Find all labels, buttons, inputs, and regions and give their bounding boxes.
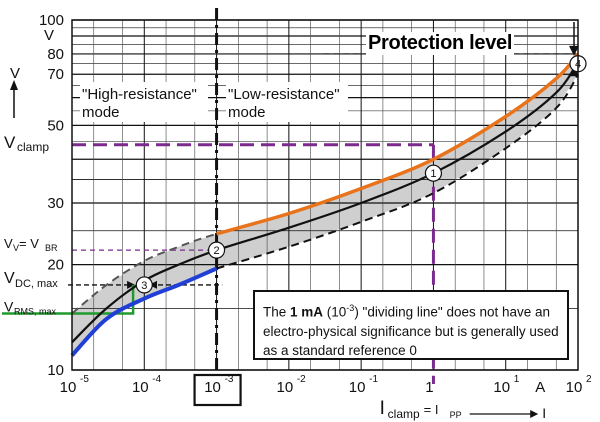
x-axis-title-rest: = I <box>424 402 439 417</box>
marker-label-3: 3 <box>141 280 147 292</box>
note-bold: 1 mA <box>290 304 324 320</box>
x-tick-label: 10 <box>204 379 221 396</box>
marker-1 <box>424 164 443 182</box>
marker-label-1: 1 <box>430 168 436 180</box>
v-clamp-sub: clamp <box>17 140 49 154</box>
v-rms-label: V <box>4 299 14 315</box>
v-dc-arrow-right <box>149 280 158 289</box>
x-tick-exponent: 2 <box>586 374 592 385</box>
x-tick-label: 10 <box>493 379 510 396</box>
y-unit-top: V <box>44 27 54 44</box>
v-dc-arrow <box>127 280 136 289</box>
note-pre: The <box>263 304 291 320</box>
note-rest: ) "dividing line" does not have an elect… <box>263 304 559 358</box>
y-tick-label: 10 <box>47 362 64 379</box>
v-br-sub2: BR <box>45 243 58 253</box>
series-upper <box>71 53 579 315</box>
x-tick-exponent: -2 <box>297 374 306 385</box>
axes <box>71 19 579 371</box>
x-tick-label: 1 <box>425 379 433 396</box>
arrow-down-head <box>569 45 579 56</box>
v-br-sub: V <box>13 243 19 253</box>
x-tick-label: 10 <box>566 379 583 396</box>
y-unit-label: V <box>10 65 20 82</box>
x-tick-exponent: 1 <box>514 374 520 385</box>
note-exp: -3 <box>346 303 355 313</box>
v-clamp-label: V <box>4 133 16 152</box>
marker-label-2: 2 <box>214 245 220 257</box>
v-dc-sub: DC, max <box>15 278 58 290</box>
marker-3 <box>135 276 153 294</box>
x-tick-exponent: -5 <box>80 374 89 385</box>
v-dc-label: V <box>4 270 15 287</box>
marker-2 <box>207 241 226 259</box>
mode-low-line2: mode <box>228 104 266 121</box>
x-tick-label: 10 <box>349 379 366 396</box>
x-unit-label: A <box>535 379 545 396</box>
tolerance-band <box>72 53 578 356</box>
protection-highlight <box>216 52 580 236</box>
y-tick-label: 20 <box>47 257 64 274</box>
y-tick-label: 70 <box>47 66 64 83</box>
series-lower <box>216 73 579 270</box>
mode-high-bg <box>80 82 208 122</box>
x-axis-title-end: I <box>542 405 546 421</box>
dividing-line-note: The 1 mA (10-3) "dividing line" does not… <box>253 290 569 360</box>
x-tick-label: 10 <box>132 379 149 396</box>
x-axis-title-sub2: PP <box>450 410 462 420</box>
mode-low-line1: "Low-resistance" <box>228 86 340 103</box>
v-br-mid: = V <box>19 236 39 251</box>
mode-high-line2: mode <box>82 104 120 121</box>
x-tick-label: 10 <box>60 379 77 396</box>
y-tick-label: 30 <box>47 195 64 212</box>
x-tick-exponent: -3 <box>225 374 234 385</box>
protection-level-label: Protection level <box>366 32 515 55</box>
v-rms-guide <box>2 284 135 315</box>
note-exp-open: (10 <box>323 304 347 320</box>
mode-high-line1: "High-resistance" <box>82 86 197 103</box>
divider-label-box <box>193 373 242 407</box>
x-axis-title-main: I <box>380 398 385 419</box>
tolerance-band-fill <box>72 53 578 356</box>
x-tick-exponent: -1 <box>369 374 378 385</box>
y-tick-label: 50 <box>47 117 64 134</box>
v-rms-sub: RMS, max <box>14 307 57 317</box>
x-axis-arrow-head <box>530 410 539 418</box>
mode-low-bg <box>226 82 348 122</box>
x-tick-label: 10 <box>277 379 294 396</box>
y-tick-label: 100 <box>39 12 64 29</box>
leakage-highlight <box>70 266 218 357</box>
x-tick-exponent: -4 <box>152 374 161 385</box>
y-axis-arrow-head <box>10 80 18 90</box>
y-tick-label: 80 <box>47 46 64 63</box>
x-axis-title-sub: clamp <box>388 407 420 421</box>
plot-frame <box>71 19 579 371</box>
v-br-label: V <box>4 236 13 251</box>
